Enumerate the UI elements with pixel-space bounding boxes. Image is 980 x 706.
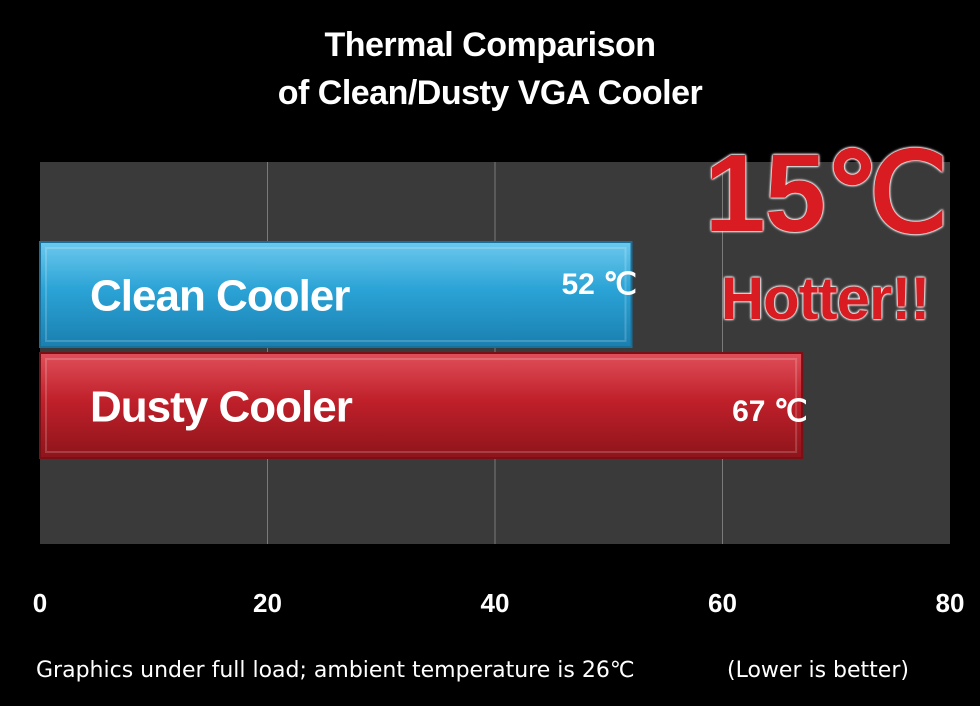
x-tick-label-60: 60 (708, 588, 737, 618)
chart-title-line-2: of Clean/Dusty VGA Cooler (277, 74, 703, 112)
plot-area: Clean Cooler Dusty Cooler 52 ℃ 67 ℃ 0 20 40 6… (33, 162, 965, 618)
callout-hotter-text: Hotter!! (720, 265, 931, 332)
bar-value-label-clean-cooler: 52 ℃ (562, 268, 637, 301)
chart-title-line-1: Thermal Comparison (324, 26, 656, 64)
bar-value-label-dusty-cooler: 67 ℃ (732, 395, 807, 428)
x-tick-label-80: 80 (936, 588, 965, 618)
bar-bevel-dusty-cooler (45, 358, 798, 453)
bar-category-label-dusty-cooler: Dusty Cooler (90, 383, 353, 432)
bar-category-label-clean-cooler: Clean Cooler (90, 272, 350, 321)
x-tick-label-40: 40 (481, 588, 510, 618)
footnote-conditions: Graphics under full load; ambient temper… (36, 658, 635, 683)
bar-clean-cooler (39, 241, 633, 348)
bar-bevel-clean-cooler (45, 247, 627, 342)
callout-temperature-difference: 15℃ (704, 132, 949, 255)
x-tick-label-0: 0 (33, 588, 47, 618)
bar-dusty-cooler (39, 352, 804, 459)
x-tick-label-20: 20 (253, 588, 282, 618)
footnote-lower-is-better: (Lower is better) (727, 658, 909, 683)
